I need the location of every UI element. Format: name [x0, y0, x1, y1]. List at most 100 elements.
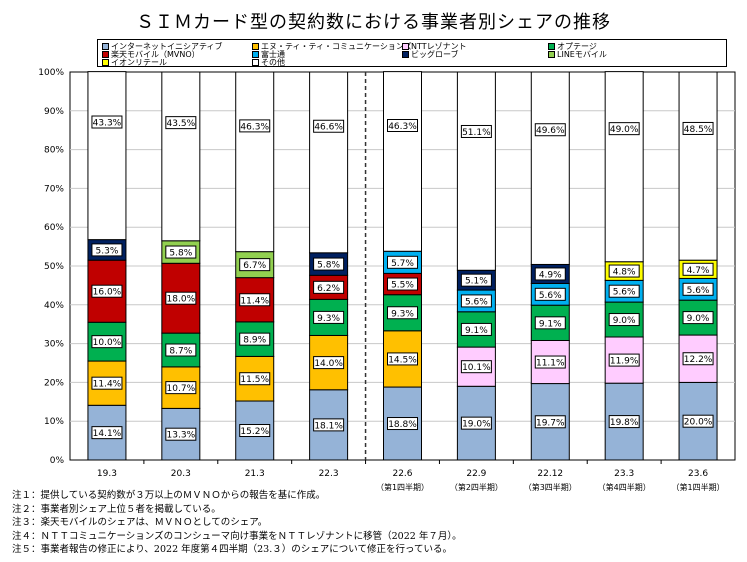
data-label: 11.5% — [240, 375, 269, 385]
legend-item-optage: オプテージ — [548, 42, 597, 51]
x-tick-sublabel: （第1四半期） — [376, 482, 429, 492]
footnote-4: 注４：ＮＴＴコミュニケーションズのコンシューマ向け事業をＮＴＴレゾナントに移管（… — [12, 530, 462, 542]
y-tick-label: 30% — [44, 340, 64, 350]
data-label-box — [239, 258, 271, 272]
legend-label: 富士通 — [261, 50, 285, 59]
data-label: 18.8% — [388, 420, 417, 430]
bar-segment — [161, 71, 201, 242]
data-label-box — [387, 417, 418, 431]
data-label-box — [460, 273, 492, 287]
data-label: 5.5% — [391, 281, 414, 291]
legend-label: ビッグローブ — [411, 50, 459, 59]
footnote-5: 注５：事業者報告の修正により、2022 年度第４四半期（23.３）のシェアについ… — [12, 544, 452, 556]
data-label-box — [91, 243, 123, 257]
data-label: 51.1% — [462, 128, 491, 138]
data-label-box — [165, 343, 197, 357]
data-label: 5.8% — [169, 249, 192, 259]
data-label-box — [387, 255, 418, 269]
data-label-box — [313, 119, 345, 133]
data-label: 43.3% — [93, 119, 122, 129]
data-label-box — [387, 277, 418, 291]
data-label-box — [239, 293, 271, 307]
data-label: 9.0% — [613, 316, 636, 326]
y-tick-label: 20% — [44, 378, 64, 388]
data-label-box — [534, 316, 566, 330]
data-label-box — [608, 313, 640, 327]
legend-swatch — [402, 51, 409, 58]
x-tick-label: 23.3 — [614, 469, 634, 479]
data-label: 8.9% — [243, 336, 266, 346]
bar-segment — [235, 71, 275, 253]
data-label: 14.1% — [93, 429, 122, 439]
data-label: 46.6% — [314, 123, 343, 133]
legend-item-fujitsu: 富士通 — [252, 50, 285, 59]
data-label: 11.9% — [610, 357, 639, 367]
data-label-box — [460, 360, 492, 374]
y-tick-label: 10% — [44, 417, 64, 427]
legend-label: その他 — [261, 58, 285, 67]
legend-item-others: その他 — [252, 58, 285, 67]
data-label: 18.1% — [314, 421, 343, 431]
data-label-box — [387, 119, 418, 133]
legend-swatch — [252, 51, 259, 58]
data-label: 5.6% — [539, 291, 562, 301]
x-tick-label: 20.3 — [171, 469, 191, 479]
data-label-box — [313, 356, 345, 370]
data-label: 49.6% — [536, 126, 565, 136]
legend-label: 楽天モバイル（MVNO） — [111, 50, 200, 59]
x-tick-sublabel: （第1四半期） — [672, 482, 725, 492]
data-label-box — [165, 291, 197, 305]
data-label: 5.8% — [317, 261, 340, 271]
y-tick-label: 0% — [50, 456, 65, 466]
data-label: 9.0% — [687, 314, 710, 324]
bar-segment — [530, 71, 570, 265]
data-label: 14.0% — [314, 359, 343, 369]
data-label-box — [608, 353, 640, 367]
data-label-box — [460, 294, 492, 308]
x-tick-label: 21.3 — [245, 469, 265, 479]
data-label-box — [534, 123, 566, 137]
data-label-box — [534, 415, 566, 429]
x-tick-label: 22.3 — [319, 469, 339, 479]
data-label-box — [91, 426, 123, 440]
data-label: 46.3% — [388, 122, 417, 132]
data-label-box — [91, 376, 123, 390]
legend-item-biglobe: ビッグローブ — [402, 50, 459, 59]
legend-label: インターネットイニシアティブ — [111, 42, 223, 51]
footnotes: 注１：提供している契約数が３万以上のＭＶＮＯからの報告を基に作成。 注２：事業者… — [12, 489, 462, 557]
legend-item-iij: インターネットイニシアティブ — [102, 42, 223, 51]
data-label-box — [239, 372, 271, 386]
legend-label: LINEモバイル — [557, 50, 607, 59]
data-label: 46.3% — [240, 122, 269, 132]
legend-swatch — [102, 59, 109, 66]
data-label: 19.0% — [462, 420, 491, 430]
x-tick-label: 22.6 — [392, 469, 412, 479]
data-label-box — [313, 280, 345, 294]
data-label-box — [387, 352, 418, 366]
data-label-box — [460, 322, 492, 336]
data-label: 49.0% — [610, 125, 639, 135]
data-label-box — [165, 381, 197, 395]
data-label: 5.6% — [687, 286, 710, 296]
chart-title: ＳＩＭカード型の契約数における事業者別シェアの推移 — [136, 12, 611, 33]
data-label-box — [91, 335, 123, 349]
data-label: 18.0% — [167, 295, 196, 305]
footnote-2: 注２：事業者別シェア上位５者を掲載している。 — [12, 503, 221, 515]
data-label: 6.2% — [317, 284, 340, 294]
legend-item-line-mobile: LINEモバイル — [548, 50, 607, 59]
y-tick-label: 60% — [44, 223, 64, 233]
y-tick-label: 90% — [44, 107, 64, 117]
data-label: 19.8% — [610, 418, 639, 428]
data-label: 16.0% — [93, 288, 122, 298]
data-label-box — [460, 124, 492, 138]
data-label: 14.5% — [388, 355, 417, 365]
bar-segment — [309, 71, 349, 254]
data-label-box — [608, 284, 640, 298]
data-label-box — [165, 427, 197, 441]
x-tick-label: 23.6 — [688, 469, 708, 479]
y-tick-label: 50% — [44, 262, 64, 272]
legend-item-aeon: イオンリテール — [102, 58, 167, 67]
data-label: 9.3% — [317, 314, 340, 324]
data-label-box — [682, 352, 714, 366]
footnote-3: 注３：楽天モバイルのシェアは、ＭＶＮＯとしてのシェア。 — [12, 517, 268, 529]
